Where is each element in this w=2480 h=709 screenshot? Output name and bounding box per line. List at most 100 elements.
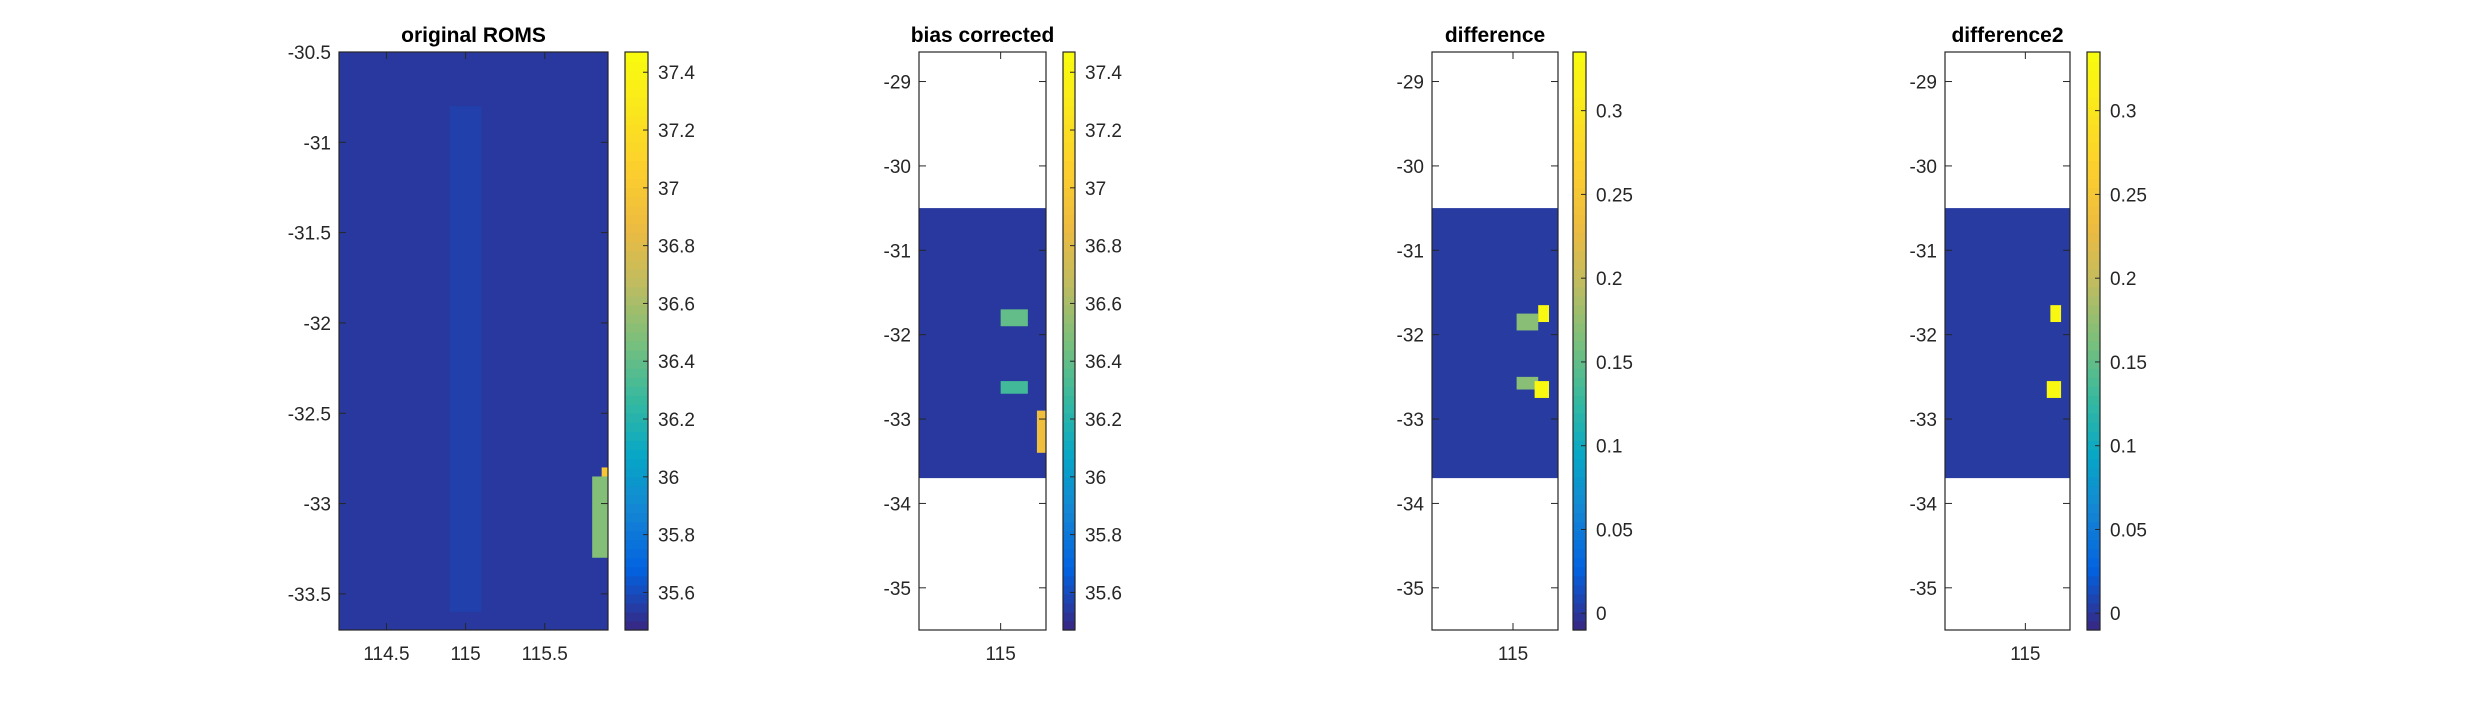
colorbar-segment (625, 404, 648, 414)
colorbar-segment (1573, 539, 1586, 550)
colorbar-segment (1573, 404, 1586, 414)
colorbar-segment (1063, 512, 1075, 523)
chart-title: difference2 (1951, 24, 2063, 47)
colorbar-segment (1573, 440, 1586, 450)
y-tick-label: -33 (304, 495, 331, 516)
colorbar-segment (1063, 395, 1075, 405)
colorbar-segment (1573, 313, 1586, 324)
colorbar-tick-label: 0.2 (1596, 269, 1622, 290)
colorbar-segment (1573, 223, 1586, 234)
axes-frame (918, 51, 1047, 631)
colorbar-segment (2087, 142, 2100, 152)
colorbar-segment (1063, 304, 1075, 315)
colorbar-segment (1063, 331, 1075, 342)
colorbar-tick-label: 36.6 (1085, 294, 1122, 315)
colorbar-segment (625, 512, 648, 523)
colorbar-segment (2087, 431, 2100, 441)
colorbar-segment (625, 467, 648, 478)
colorbar-segment (1063, 620, 1075, 631)
colorbar-tick-label: 35.8 (1085, 526, 1122, 547)
colorbar-segment (1573, 395, 1586, 405)
data-patch-2 (2046, 381, 2062, 398)
colorbar-segment (625, 620, 648, 631)
colorbar-segment (2087, 404, 2100, 414)
colorbar-segment (625, 548, 648, 559)
colorbar-segment (625, 395, 648, 405)
colorbar-segment (1063, 178, 1075, 189)
colorbar-segment (1063, 133, 1075, 143)
colorbar-segment (625, 295, 648, 306)
colorbar-segment (1573, 512, 1586, 523)
colorbar-segment (1063, 431, 1075, 441)
x-tick-label: 115 (1498, 644, 1528, 665)
colorbar-tick-label: 0.15 (2110, 353, 2147, 374)
colorbar-segment (2087, 620, 2100, 631)
data-patch-4 (1534, 381, 1549, 398)
colorbar-segment (2087, 88, 2100, 98)
colorbar-segment (2087, 485, 2100, 496)
colorbar-segment (1063, 250, 1075, 261)
colorbar-segment (1573, 160, 1586, 171)
colorbar-segment (1063, 575, 1075, 586)
colorbar-segment (625, 377, 648, 387)
colorbar-segment (1573, 386, 1586, 396)
colorbar-segment (625, 422, 648, 432)
colorbar-segment (1063, 169, 1075, 180)
colorbar-segment (1573, 341, 1586, 351)
colorbar-segment (2087, 566, 2100, 577)
colorbar-tick-label: 36.2 (1085, 410, 1122, 431)
colorbar-segment (1573, 268, 1586, 279)
colorbar-segment (2087, 250, 2100, 261)
colorbar-tick-label: 37.2 (1085, 121, 1122, 142)
colorbar-segment (1063, 232, 1075, 243)
data-patch-2 (1000, 381, 1028, 394)
colorbar-segment (1573, 286, 1586, 297)
colorbar-segment (1063, 377, 1075, 387)
colorbar-segment (2087, 322, 2100, 333)
colorbar-segment (1063, 61, 1075, 71)
colorbar-tick-label: 36.2 (658, 410, 695, 431)
colorbar-tick-label: 36 (1085, 468, 1106, 489)
colorbar-segment (2087, 259, 2100, 270)
colorbar-segment (2087, 115, 2100, 125)
colorbar-segment (2087, 106, 2100, 116)
colorbar-segment (625, 241, 648, 252)
colorbar-segment (1573, 115, 1586, 125)
chart-title: original ROMS (401, 24, 546, 47)
colorbar-segment (2087, 602, 2100, 613)
colorbar-segment (2087, 241, 2100, 252)
colorbar-segment (1063, 566, 1075, 577)
data-patch-3 (1516, 376, 1539, 390)
colorbar-segment (1573, 277, 1586, 288)
colorbar-segment (2087, 196, 2100, 207)
y-tick-label: -31 (304, 133, 331, 154)
colorbar-segment (1063, 106, 1075, 116)
y-tick-label: -30 (1397, 157, 1424, 178)
colorbar-segment (2087, 313, 2100, 324)
colorbar-segment (1573, 458, 1586, 469)
colorbar-segment (1063, 467, 1075, 478)
colorbar-segment (2087, 395, 2100, 405)
colorbar-segment (1573, 467, 1586, 478)
colorbar-segment (625, 169, 648, 180)
x-tick-label: 115 (985, 644, 1015, 665)
colorbar-segment (1063, 115, 1075, 125)
colorbar-segment (1063, 142, 1075, 152)
colorbar-tick-label: 0.05 (2110, 520, 2147, 541)
colorbar-segment (2087, 205, 2100, 216)
colorbar-segment (1573, 196, 1586, 207)
colorbar-segment (1063, 602, 1075, 613)
colorbar-segment (2087, 97, 2100, 107)
data-field (1945, 208, 2070, 479)
colorbar-segment (625, 187, 648, 198)
panel-4: difference2 -29 -30 -31 -32 -33 -34 -35 115 0 0.05… (1910, 24, 2147, 665)
colorbar-segment (2087, 512, 2100, 523)
panel-1: original ROMS -30.5 -31 -31.5 -32 -32.5 -33 -33… (288, 24, 696, 665)
colorbar-segment (1573, 142, 1586, 152)
colorbar-tick-label: 35.6 (1085, 583, 1122, 604)
colorbar-segment (2087, 223, 2100, 234)
colorbar-segment (1573, 521, 1586, 532)
colorbar-segment (1573, 602, 1586, 613)
y-tick-label: -31 (884, 241, 911, 262)
colorbar-segment (1573, 124, 1586, 134)
